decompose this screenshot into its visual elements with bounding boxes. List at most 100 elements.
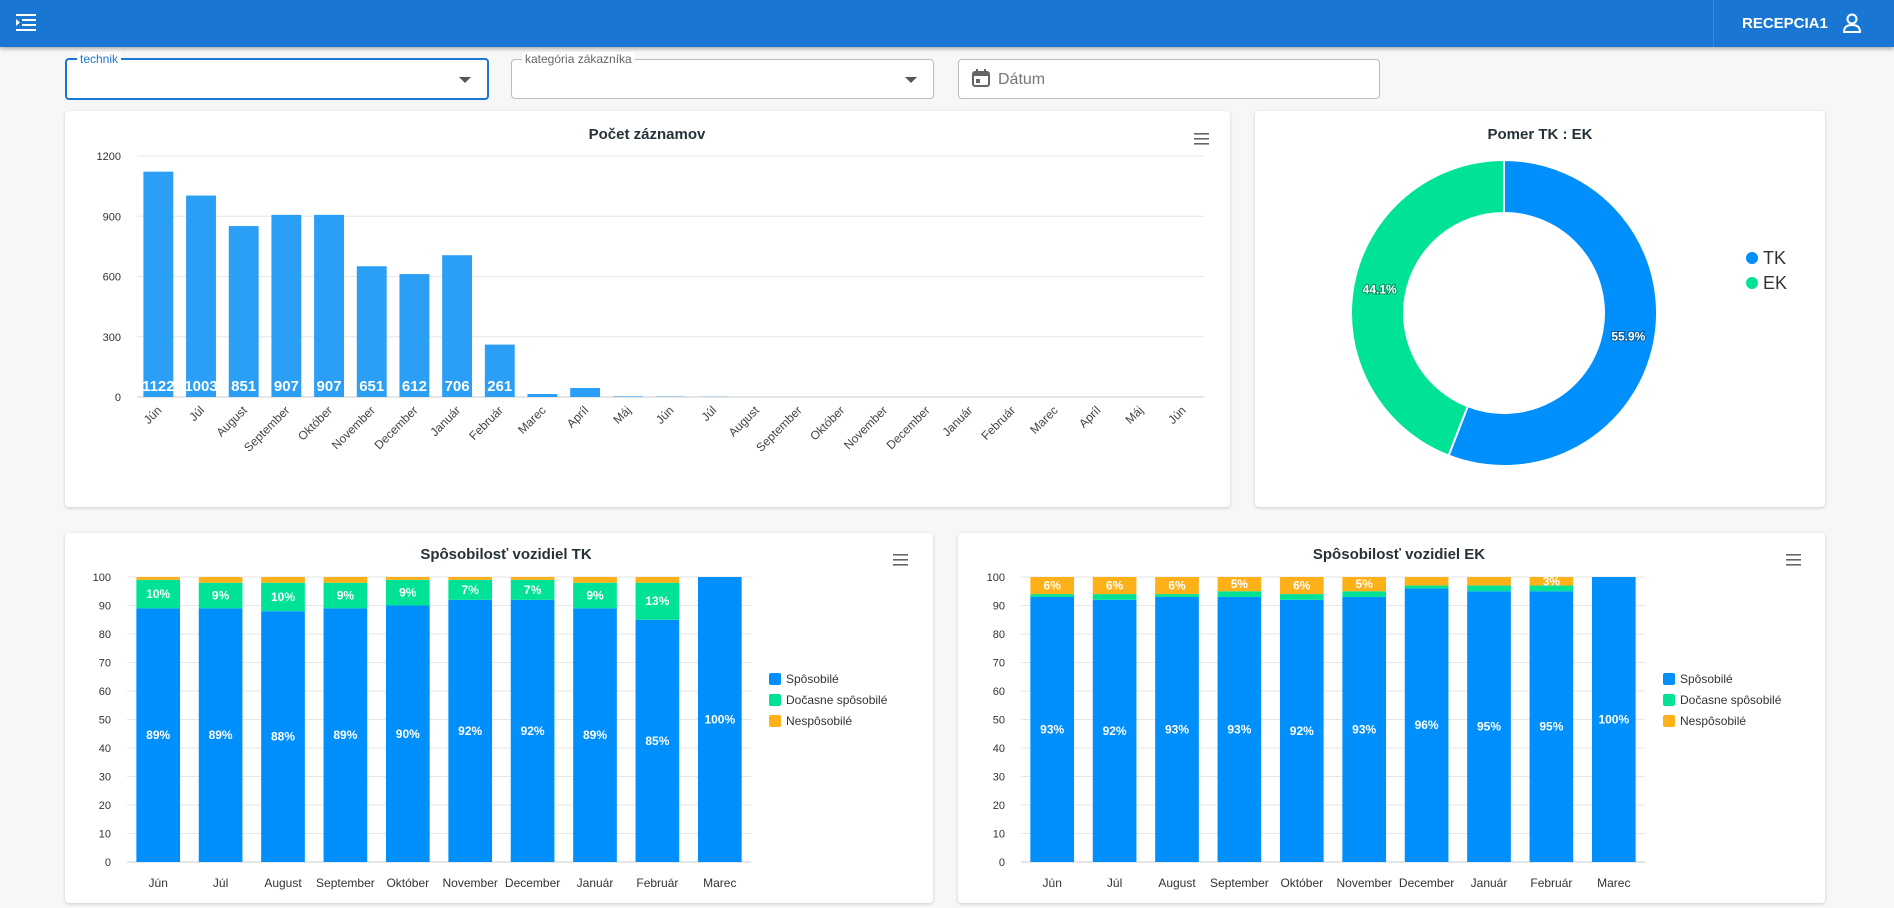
- y-tick-label: 0: [105, 857, 111, 869]
- data-label: 9%: [337, 589, 355, 603]
- y-tick-label: 70: [993, 658, 1005, 670]
- data-label: 6%: [1044, 579, 1062, 593]
- data-label: 9%: [586, 589, 604, 603]
- bar: [314, 215, 344, 397]
- y-tick-label: 80: [99, 629, 111, 641]
- legend-marker: [1746, 252, 1758, 264]
- menu-icon: [893, 564, 908, 566]
- menu-icon: [1786, 559, 1801, 561]
- bar: [143, 172, 173, 397]
- x-tick-label: September: [1210, 876, 1269, 890]
- data-label: 5%: [1231, 577, 1249, 591]
- data-label: 907: [317, 378, 342, 395]
- x-tick-label: Marec: [703, 876, 736, 890]
- data-label: 7%: [462, 583, 480, 597]
- x-tick-label: November: [1337, 876, 1392, 890]
- bar-segment: [136, 577, 180, 580]
- x-tick-label: Február: [978, 403, 1018, 443]
- x-tick-label: Jún: [653, 403, 677, 427]
- bar-segment: [1093, 594, 1137, 600]
- bar-segment: [386, 577, 430, 580]
- x-tick-label: Júl: [699, 403, 720, 424]
- y-tick-label: 50: [993, 715, 1005, 727]
- menu-icon: [1194, 133, 1209, 135]
- bar-segment: [1467, 577, 1511, 586]
- x-tick-label: August: [726, 403, 763, 440]
- legend-label: Dočasne spôsobilé: [786, 693, 888, 707]
- data-label: 612: [402, 378, 427, 395]
- x-tick-label: Marec: [1027, 403, 1060, 436]
- data-label: 44.1%: [1363, 283, 1397, 297]
- x-tick-label: December: [371, 403, 420, 452]
- y-tick-label: 60: [993, 686, 1005, 698]
- x-tick-label: Apríl: [564, 403, 591, 430]
- x-tick-label: December: [505, 876, 560, 890]
- y-tick-label: 20: [99, 800, 111, 812]
- chart-title: Pomer TK : EK: [1487, 126, 1592, 143]
- x-tick-label: Jún: [141, 403, 165, 427]
- y-tick-label: 50: [99, 715, 111, 727]
- data-label: 261: [487, 378, 512, 395]
- date-field[interactable]: Dátum: [958, 59, 1380, 99]
- menu-icon: [893, 554, 908, 556]
- x-tick-label: Október: [807, 403, 847, 443]
- legend-marker: [769, 715, 781, 727]
- x-tick-label: August: [214, 403, 251, 440]
- y-tick-label: 30: [99, 772, 111, 784]
- x-tick-label: Marec: [1597, 876, 1630, 890]
- y-tick-label: 300: [103, 332, 121, 344]
- chart-title: Spôsobilosť vozidiel EK: [1313, 546, 1485, 563]
- data-label: 851: [231, 378, 256, 395]
- user-button[interactable]: RECEPCIA1: [1713, 0, 1894, 47]
- data-label: 13%: [645, 594, 669, 608]
- x-tick-label: Marec: [515, 403, 548, 436]
- legend-marker: [1663, 673, 1675, 685]
- bar-segment: [324, 577, 368, 583]
- bar: [186, 196, 216, 397]
- bar-segment: [448, 577, 492, 580]
- data-label: 95%: [1539, 720, 1563, 734]
- bar-segment: [1405, 577, 1449, 586]
- app-bar: RECEPCIA1: [0, 0, 1894, 47]
- data-label: 95%: [1477, 720, 1501, 734]
- y-tick-label: 0: [999, 857, 1005, 869]
- data-label: 92%: [1290, 724, 1314, 738]
- x-tick-label: Február: [636, 876, 678, 890]
- data-label: 651: [359, 378, 384, 395]
- menu-toggle[interactable]: [10, 0, 50, 47]
- data-label: 93%: [1165, 722, 1189, 736]
- date-placeholder: Dátum: [998, 71, 1045, 89]
- bar: [271, 215, 301, 397]
- dropdown-arrow: [905, 77, 917, 85]
- data-label: 55.9%: [1611, 329, 1645, 343]
- chart: Počet záznamov030060090012001122Jún1003J…: [65, 111, 1230, 507]
- category-select[interactable]: kategória zákazníka: [511, 59, 934, 99]
- x-tick-label: September: [316, 876, 375, 890]
- data-label: 90%: [396, 727, 420, 741]
- technik-select[interactable]: technik: [65, 58, 489, 100]
- x-tick-label: November: [841, 403, 890, 452]
- x-tick-label: November: [329, 403, 378, 452]
- legend-label: Spôsobilé: [786, 672, 839, 686]
- x-tick-label: December: [884, 403, 933, 452]
- data-label: 93%: [1227, 722, 1251, 736]
- field-label: kategória zákazníka: [522, 52, 635, 66]
- data-label: 3%: [1543, 574, 1561, 588]
- x-tick-label: Apríl: [1076, 403, 1103, 430]
- data-label: 100%: [704, 713, 735, 727]
- data-label: 10%: [271, 590, 295, 604]
- legend-label: Dočasne spôsobilé: [1680, 693, 1782, 707]
- bar-segment: [511, 577, 555, 580]
- y-tick-label: 10: [99, 829, 111, 841]
- x-tick-label: Október: [1280, 876, 1323, 890]
- data-label: 96%: [1415, 718, 1439, 732]
- data-label: 7%: [524, 583, 542, 597]
- x-tick-label: Máj: [1123, 403, 1147, 427]
- y-tick-label: 0: [115, 392, 121, 404]
- data-label: 10%: [146, 587, 170, 601]
- data-label: 6%: [1106, 579, 1124, 593]
- y-tick-label: 90: [99, 601, 111, 613]
